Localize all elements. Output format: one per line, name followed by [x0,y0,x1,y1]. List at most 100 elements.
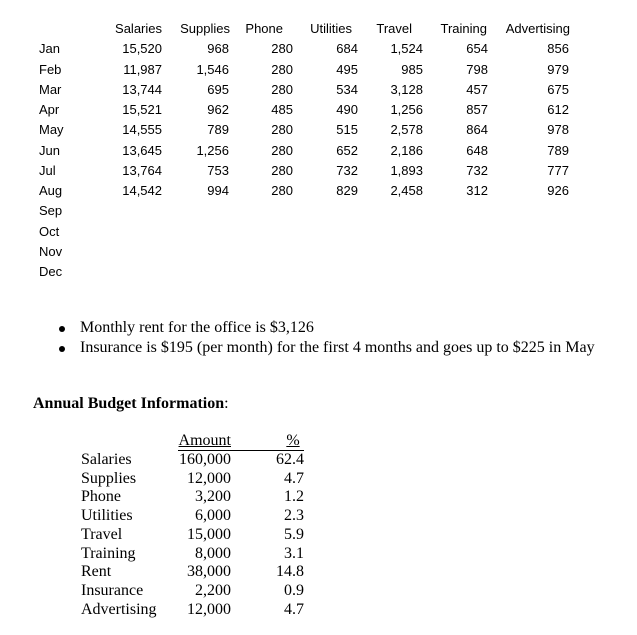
budget-row-label: Utilities [81,507,133,524]
table-cell: 495 [336,62,358,77]
table-cell: 979 [547,62,569,77]
table-cell: 777 [547,163,569,178]
table-cell: 1,256 [196,143,229,158]
table-cell: 515 [336,122,358,137]
budget-row-amount: 15,000 [187,526,231,543]
budget-row-label: Phone [81,488,121,505]
annual-budget-heading-colon: : [224,395,229,412]
month-label: Aug [39,183,63,198]
table-cell: 798 [466,62,488,77]
table-cell: 968 [207,41,229,56]
month-label: Jun [39,143,60,158]
budget-row-amount: 2,200 [195,582,231,599]
table-cell: 732 [466,163,488,178]
table-cell: 2,578 [390,122,423,137]
budget-row-amount: 12,000 [187,470,231,487]
budget-row-percent: 3.1 [284,545,304,562]
budget-row-percent: 62.4 [276,451,304,468]
annual-budget-heading: Annual Budget Information: [33,395,229,413]
table-cell: 15,521 [122,102,162,117]
table-cell: 612 [547,102,569,117]
table-cell: 856 [547,41,569,56]
table-cell: 695 [207,82,229,97]
month-label: Nov [39,244,63,259]
table-cell: 1,893 [390,163,423,178]
month-label: Dec [39,264,63,279]
header-rule [178,450,304,451]
budget-row-label: Salaries [81,451,132,468]
table-cell: 857 [466,102,488,117]
bullet-icon [59,326,65,332]
table-cell: 789 [207,122,229,137]
table-cell: 1,524 [390,41,423,56]
table-cell: 14,542 [122,183,162,198]
budget-row-amount: 3,200 [195,488,231,505]
budget-row-percent: 1.2 [284,488,304,505]
table-cell: 280 [271,41,293,56]
col-header-salaries: Salaries [115,21,162,36]
table-cell: 864 [466,122,488,137]
table-cell: 15,520 [122,41,162,56]
month-label: Mar [39,82,62,97]
table-cell: 280 [271,82,293,97]
annual-budget-heading-text: Annual Budget Information [33,395,225,412]
table-cell: 732 [336,163,358,178]
table-cell: 490 [336,102,358,117]
month-label: Feb [39,62,62,77]
table-cell: 13,645 [122,143,162,158]
month-label: Apr [39,102,60,117]
table-cell: 829 [336,183,358,198]
budget-row-label: Advertising [81,601,157,618]
table-cell: 753 [207,163,229,178]
table-cell: 3,128 [390,82,423,97]
bullet-item: Insurance is $195 (per month) for the fi… [80,339,595,356]
budget-row-label: Supplies [81,470,137,487]
table-cell: 534 [336,82,358,97]
col-header-training: Training [440,21,487,36]
col-header-percent: % [286,432,300,449]
table-cell: 280 [271,183,293,198]
table-cell: 962 [207,102,229,117]
table-cell: 13,764 [122,163,162,178]
table-cell: 789 [547,143,569,158]
col-header-travel: Travel [376,21,412,36]
month-label: Jan [39,41,60,56]
budget-row-amount: 38,000 [187,563,231,580]
budget-row-percent: 14.8 [276,563,304,580]
table-cell: 280 [271,62,293,77]
bullet-icon [59,346,65,352]
budget-row-percent: 5.9 [284,526,304,543]
table-cell: 994 [207,183,229,198]
table-cell: 280 [271,163,293,178]
month-label: Oct [39,224,60,239]
budget-row-amount: 8,000 [195,545,231,562]
table-cell: 457 [466,82,488,97]
table-cell: 654 [466,41,488,56]
budget-row-percent: 4.7 [284,601,304,618]
bullet-item: Monthly rent for the office is $3,126 [80,319,314,336]
table-cell: 926 [547,183,569,198]
budget-row-label: Rent [81,563,112,580]
table-cell: 675 [547,82,569,97]
budget-row-label: Training [81,545,136,562]
table-cell: 2,186 [390,143,423,158]
table-cell: 1,256 [390,102,423,117]
table-cell: 280 [271,143,293,158]
budget-row-amount: 6,000 [195,507,231,524]
table-cell: 11,987 [123,62,162,77]
col-header-phone: Phone [245,21,283,36]
budget-row-amount: 12,000 [187,601,231,618]
col-header-supplies: Supplies [180,21,230,36]
budget-row-amount: 160,000 [179,451,231,468]
table-cell: 485 [271,102,293,117]
table-cell: 312 [466,183,488,198]
col-header-advertising: Advertising [505,21,570,36]
budget-row-percent: 2.3 [284,507,304,524]
table-cell: 978 [547,122,569,137]
table-cell: 2,458 [390,183,423,198]
budget-row-label: Travel [81,526,123,543]
month-label: May [39,122,64,137]
month-label: Jul [39,163,56,178]
month-label: Sep [39,203,63,218]
table-cell: 684 [336,41,358,56]
